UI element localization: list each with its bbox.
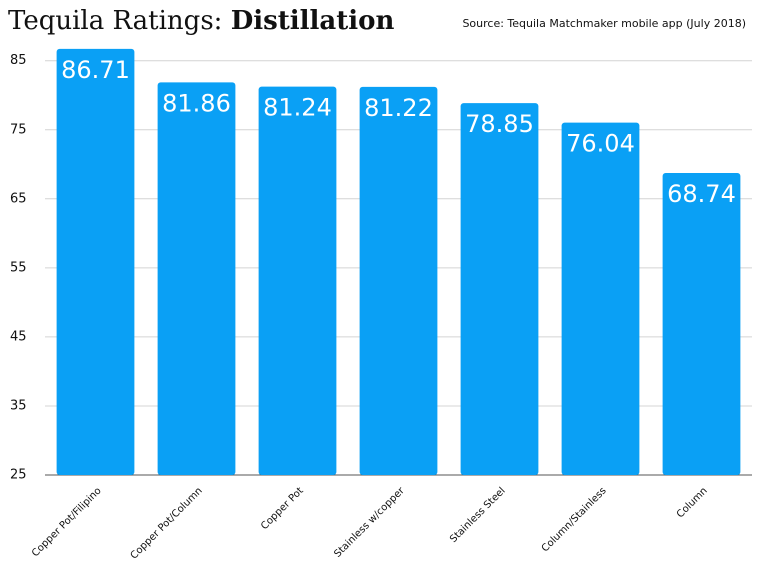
bar — [157, 82, 236, 476]
value-label: 76.04 — [566, 130, 635, 158]
value-label: 86.71 — [61, 56, 130, 84]
title-emphasis: Distillation — [231, 6, 395, 36]
value-label: 81.24 — [263, 94, 332, 122]
y-tick-label: 25 — [10, 468, 27, 483]
value-label: 81.22 — [364, 94, 433, 122]
x-tick-label: Column — [675, 485, 710, 520]
title-text: Tequila Ratings: — [8, 6, 222, 36]
y-tick-label: 45 — [10, 329, 27, 344]
value-label: 68.74 — [667, 180, 736, 208]
source-note: Source: Tequila Matchmaker mobile app (J… — [462, 17, 746, 30]
x-tick-label: Copper Pot/Filipino — [30, 485, 104, 559]
bar — [460, 103, 539, 475]
bar — [258, 86, 337, 475]
bar — [359, 86, 438, 476]
value-label: 81.86 — [162, 89, 231, 117]
value-label: 78.85 — [465, 110, 534, 138]
y-tick-label: 55 — [10, 260, 27, 275]
y-tick-label: 35 — [10, 398, 27, 413]
chart-title: Tequila Ratings: Distillation — [8, 6, 394, 36]
x-tick-label: Copper Pot — [259, 485, 306, 532]
y-tick-label: 85 — [10, 53, 27, 68]
y-tick-label: 75 — [10, 122, 27, 137]
bar — [56, 48, 135, 476]
x-tick-label: Stainless w/copper — [332, 485, 407, 560]
bar — [662, 172, 741, 475]
x-tick-label: Copper Pot/Column — [129, 485, 205, 561]
x-tick-label: Column/Stainless — [540, 485, 609, 554]
bar — [561, 122, 640, 475]
x-tick-label: Stainless Steel — [448, 485, 508, 545]
y-tick-label: 65 — [10, 191, 27, 206]
